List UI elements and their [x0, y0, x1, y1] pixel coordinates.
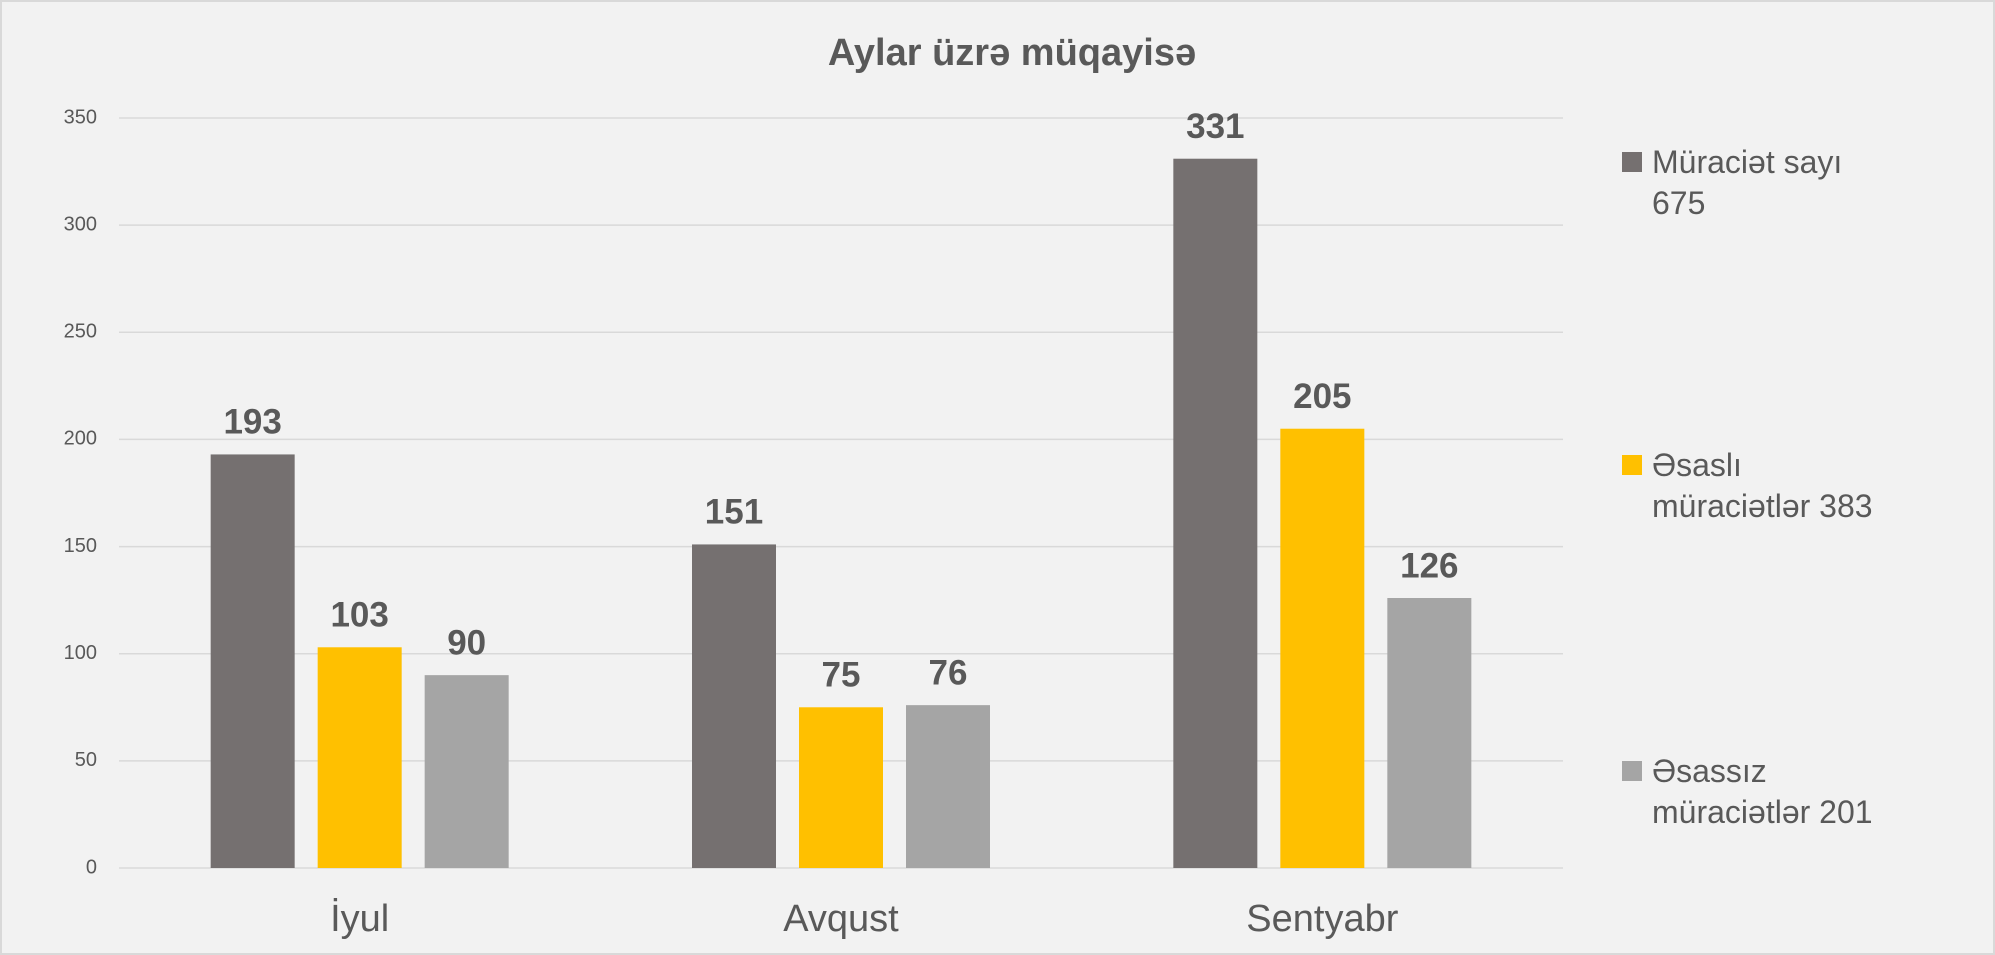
legend-label: Müraciət sayı 675 [1652, 144, 1843, 221]
x-tick-label: Avqust [783, 898, 899, 940]
x-tick-label: Sentyabr [1246, 898, 1398, 940]
legend-swatch [1622, 455, 1642, 475]
legend-swatch [1622, 761, 1642, 781]
y-tick-label: 0 [86, 856, 97, 878]
bar [424, 675, 509, 868]
legend-item: Əsaslı müraciətlər 383 [1622, 445, 1902, 527]
x-tick-label: İyul [330, 897, 389, 940]
value-label: 205 [1293, 377, 1351, 416]
chart-title: Aylar üzrə müqayisə [828, 32, 1196, 74]
y-tick-label: 350 [64, 106, 97, 128]
bar [799, 707, 883, 868]
y-tick-label: 250 [64, 321, 97, 343]
value-label: 151 [705, 493, 763, 532]
y-tick-label: 50 [75, 749, 97, 771]
bar [1280, 428, 1365, 868]
value-label: 103 [330, 596, 388, 635]
bar [1387, 598, 1472, 868]
legend-label: Əsaslı müraciətlər 383 [1652, 447, 1873, 524]
bar [210, 454, 295, 868]
value-label: 75 [822, 656, 861, 695]
y-tick-label: 100 [64, 642, 97, 664]
legend-label: Əsassız müraciətlər 201 [1652, 753, 1873, 830]
value-label: 76 [929, 653, 968, 692]
y-tick-label: 150 [64, 535, 97, 557]
value-label: 331 [1186, 107, 1244, 146]
legend-item: Əsassız müraciətlər 201 [1622, 751, 1902, 833]
value-label: 126 [1400, 546, 1458, 585]
y-tick-label: 300 [64, 213, 97, 235]
value-label: 193 [223, 403, 281, 442]
bar [692, 544, 776, 868]
bar [906, 705, 990, 868]
bar [1173, 158, 1258, 868]
bar [317, 647, 402, 868]
value-label: 90 [447, 623, 486, 662]
legend-swatch [1622, 152, 1642, 172]
legend-item: Müraciət sayı 675 [1622, 142, 1902, 224]
y-tick-label: 200 [64, 428, 97, 450]
